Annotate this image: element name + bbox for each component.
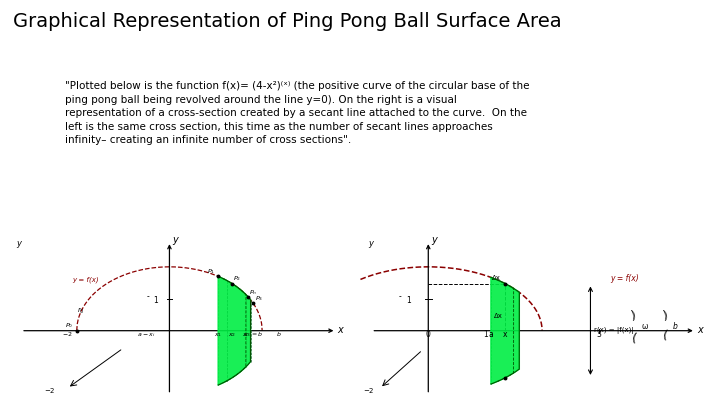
Text: ): ) — [662, 309, 669, 322]
Text: $-2$: $-2$ — [363, 386, 374, 395]
Text: 1: 1 — [483, 330, 487, 339]
Text: y: y — [369, 239, 374, 248]
Text: x: x — [503, 330, 508, 339]
Text: y: y — [432, 235, 438, 245]
Text: ): ) — [630, 309, 637, 322]
Text: ω: ω — [642, 322, 648, 331]
Text: $P_n$: $P_n$ — [249, 288, 258, 297]
Text: $x_i$: $x_i$ — [243, 331, 249, 339]
Text: Graphical Representation of Ping Pong Ball Surface Area: Graphical Representation of Ping Pong Ba… — [13, 12, 562, 31]
Text: $a-x_i$: $a-x_i$ — [137, 331, 156, 339]
Text: $-2$: $-2$ — [45, 386, 56, 395]
Text: (: ( — [662, 330, 669, 343]
Text: (: ( — [630, 332, 637, 346]
Text: y: y — [172, 235, 178, 245]
Text: $b$: $b$ — [276, 330, 282, 339]
Text: y = f(x): y = f(x) — [72, 276, 99, 283]
Text: $x_2$: $x_2$ — [228, 331, 236, 339]
Polygon shape — [218, 276, 251, 385]
Text: -: - — [146, 292, 149, 301]
Text: 0: 0 — [426, 330, 431, 339]
Text: x: x — [697, 325, 703, 335]
Text: $r_0$: $r_0$ — [77, 306, 84, 316]
Polygon shape — [491, 277, 519, 384]
Text: $-2$: $-2$ — [62, 330, 73, 339]
Text: 3: 3 — [597, 330, 601, 339]
Text: "Plotted below is the function f(x)= (4-x²)⁽ˣ⁾ (the positive curve of the circul: "Plotted below is the function f(x)= (4-… — [65, 81, 529, 145]
Text: Δx: Δx — [492, 275, 500, 281]
Text: Δx: Δx — [494, 313, 503, 319]
Text: $x_3=b$: $x_3=b$ — [243, 330, 264, 339]
Text: $P_1$: $P_1$ — [207, 267, 215, 276]
Text: $x_1$: $x_1$ — [214, 331, 222, 339]
Text: -: - — [399, 292, 402, 301]
Text: $P_3$: $P_3$ — [255, 294, 264, 303]
Text: r(x) = |f(x)|: r(x) = |f(x)| — [595, 326, 634, 334]
Text: y = f(x): y = f(x) — [611, 274, 639, 283]
Text: x: x — [337, 325, 343, 335]
Text: 1: 1 — [407, 296, 411, 305]
Text: $P_2$: $P_2$ — [233, 274, 241, 283]
Text: 1: 1 — [153, 296, 158, 305]
Text: a: a — [488, 330, 493, 339]
Text: b: b — [673, 322, 678, 331]
Text: $P_0$: $P_0$ — [65, 321, 73, 330]
Text: y: y — [17, 239, 22, 248]
